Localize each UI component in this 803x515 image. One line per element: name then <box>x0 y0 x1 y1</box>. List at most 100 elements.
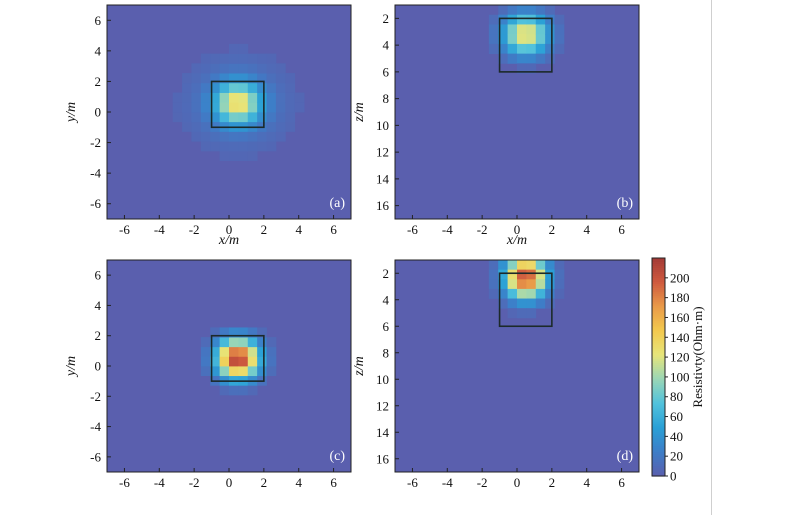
heatmap-cell <box>219 385 230 396</box>
y-tick-label: 2 <box>95 74 102 89</box>
x-tick-label: 4 <box>583 475 590 490</box>
y-tick-label: 6 <box>95 268 102 283</box>
heatmap-cell <box>545 288 555 299</box>
colorbar-segment <box>652 414 665 418</box>
heatmap-cell <box>247 131 258 142</box>
x-tick-label: 0 <box>226 475 233 490</box>
colorbar-segment <box>652 406 665 410</box>
colorbar-segment <box>652 267 665 271</box>
heatmap-cell <box>554 34 565 45</box>
heatmap-cell <box>229 337 239 348</box>
heatmap-cell <box>172 92 183 103</box>
heatmap-cell <box>266 121 277 132</box>
heatmap-cell <box>507 298 518 309</box>
colorbar-segment <box>652 384 665 388</box>
heatmap-cell <box>257 141 267 152</box>
heatmap-cell <box>498 260 509 271</box>
heatmap-cell <box>219 346 230 357</box>
heatmap-cell <box>507 279 518 290</box>
x-axis-label: x/m <box>218 233 239 248</box>
colorbar-segment <box>652 464 665 467</box>
heatmap-cell <box>257 366 267 377</box>
heatmap-cell <box>554 14 565 25</box>
heatmap-cell <box>545 24 555 35</box>
heatmap-cell <box>526 260 537 271</box>
heatmap-cell <box>498 298 509 309</box>
heatmap-cell <box>507 24 518 35</box>
colorbar-segment <box>652 380 665 384</box>
y-tick-label: 14 <box>376 425 390 440</box>
heatmap-cell <box>247 337 258 348</box>
colorbar-segment <box>652 349 665 352</box>
x-tick-label: 2 <box>261 475 268 490</box>
heatmap-cell <box>191 131 202 142</box>
heatmap-cell <box>200 73 211 84</box>
colorbar-segment <box>652 361 665 364</box>
heatmap-cell <box>535 269 546 280</box>
heatmap-cell <box>266 131 277 142</box>
colorbar-tick-label: 20 <box>670 449 683 464</box>
heatmap-cell <box>285 102 296 113</box>
colorbar-segment <box>652 376 665 380</box>
heatmap-cell <box>517 269 527 280</box>
heatmap-cell <box>210 92 221 103</box>
heatmap-cells <box>488 5 565 74</box>
colorbar-segment <box>652 440 665 443</box>
heatmap-cell <box>545 14 555 25</box>
heatmap-cell <box>210 141 221 152</box>
colorbar-segment <box>652 317 665 321</box>
colorbar-segment <box>652 269 665 273</box>
colorbar-segment <box>652 378 665 382</box>
heatmap-cell <box>191 63 202 74</box>
heatmap-cell <box>238 73 249 84</box>
heatmap-cell <box>247 327 258 338</box>
y-tick-label: 12 <box>376 145 389 160</box>
colorbar-segment <box>652 370 665 374</box>
heatmap-cell <box>554 279 565 290</box>
heatmap-cell <box>219 366 230 377</box>
x-tick-label: -2 <box>189 222 200 237</box>
heatmap-cell <box>517 279 527 290</box>
colorbar-segment <box>652 438 665 441</box>
heatmap-cell <box>554 24 565 35</box>
x-tick-label: -4 <box>442 475 453 490</box>
heatmap-cell <box>545 298 555 309</box>
y-tick-label: 10 <box>376 118 389 133</box>
y-tick-label: 14 <box>376 171 390 186</box>
heatmap-cell <box>191 112 202 123</box>
heatmap-cell <box>229 346 239 357</box>
colorbar-segment <box>652 339 665 342</box>
heatmap-cell <box>229 102 239 113</box>
heatmap-cell <box>182 102 192 113</box>
x-tick-label: 6 <box>618 475 625 490</box>
heatmap-cell <box>210 346 221 357</box>
heatmap-cell <box>275 131 286 142</box>
heatmap-cell <box>535 298 546 309</box>
heatmap-cell <box>247 82 258 93</box>
colorbar-segment <box>652 452 665 455</box>
x-tick-label: -2 <box>189 475 200 490</box>
heatmap-cell <box>210 327 221 338</box>
heatmap-cell <box>247 73 258 84</box>
colorbar-segment <box>652 436 665 439</box>
x-tick-label: -6 <box>119 222 130 237</box>
heatmap-cell <box>535 34 546 45</box>
colorbar-segment <box>652 353 665 356</box>
heatmap-cell <box>238 53 249 64</box>
heatmap-cell <box>229 53 239 64</box>
colorbar-segment <box>652 345 665 348</box>
y-tick-label: -4 <box>90 419 101 434</box>
y-tick-label: 4 <box>95 298 102 313</box>
heatmap-cell <box>247 150 258 162</box>
heatmap-cell <box>488 34 499 45</box>
colorbar-segment <box>652 404 665 408</box>
colorbar-segment <box>652 470 665 473</box>
x-tick-label: 2 <box>549 475 556 490</box>
y-tick-label: 2 <box>383 266 390 281</box>
heatmap-cell <box>200 53 211 64</box>
heatmap-cell <box>517 308 527 319</box>
colorbar-segment <box>652 325 665 328</box>
heatmap-cell <box>219 63 230 74</box>
x-tick-label: 0 <box>514 222 521 237</box>
